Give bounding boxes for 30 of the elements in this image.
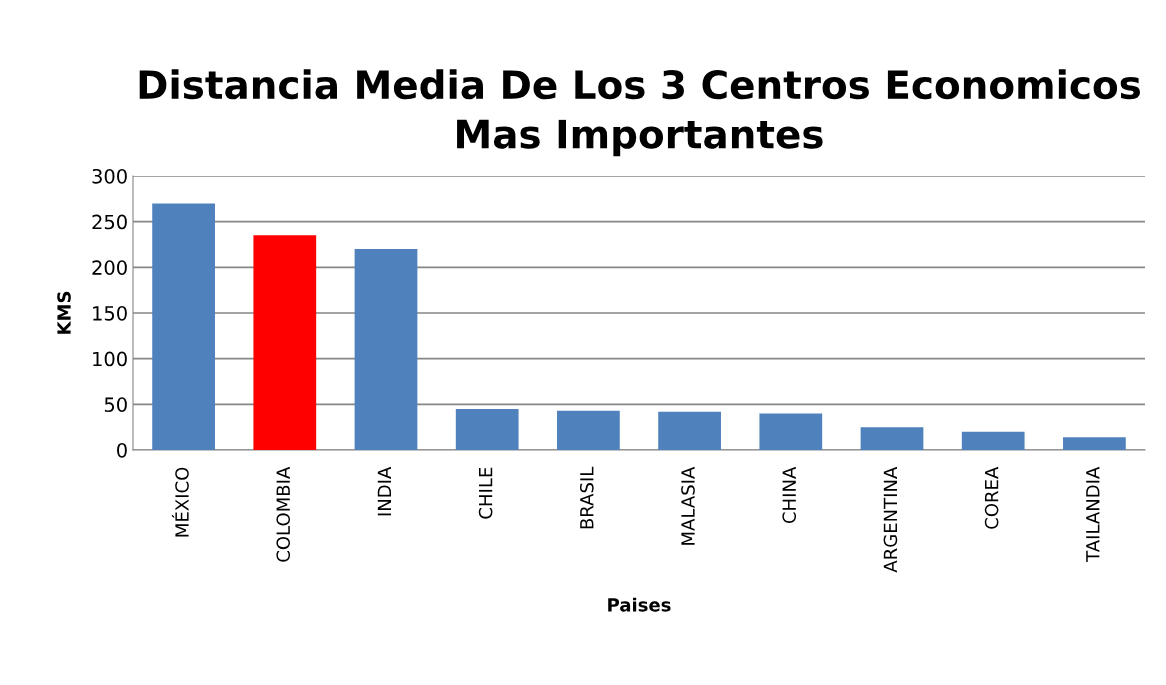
y-axis-title: KMS xyxy=(57,291,71,334)
bar xyxy=(557,410,620,450)
y-tick-label: 100 xyxy=(93,351,127,367)
y-tick-label: 0 xyxy=(117,442,127,458)
x-tick-label: COLOMBIA xyxy=(276,466,291,562)
bar xyxy=(455,408,519,450)
y-tick-label: 250 xyxy=(92,214,127,230)
x-tick-label: INDIA xyxy=(377,466,391,516)
bar xyxy=(1063,437,1126,450)
bar xyxy=(354,249,418,450)
x-tick-label: CHILE xyxy=(478,467,493,519)
y-tick-label: 300 xyxy=(92,168,127,184)
y-tick-label: 150 xyxy=(93,305,127,321)
x-tick-label: MÉXICO xyxy=(171,467,189,537)
bar xyxy=(860,427,924,450)
chart-title: Distancia Media De Los 3 Centros Economicos Mas Importantes xyxy=(139,69,1141,157)
x-axis-title: Paises xyxy=(608,597,671,612)
y-tick-label: 50 xyxy=(104,397,127,412)
x-tick-label: ARGENTINA xyxy=(883,466,898,573)
y-tick-label: 200 xyxy=(92,260,127,275)
x-tick-label: TAILANDIA xyxy=(1086,466,1100,562)
x-tick-label: CHINA xyxy=(782,466,797,524)
bar xyxy=(253,235,317,450)
x-tick-label: COREA xyxy=(984,466,999,529)
bar xyxy=(152,203,215,450)
x-tick-label: BRASIL xyxy=(579,466,594,529)
bar xyxy=(759,413,823,450)
x-tick-label: MALASIA xyxy=(681,466,695,545)
bar xyxy=(658,411,721,450)
bar xyxy=(961,431,1025,450)
